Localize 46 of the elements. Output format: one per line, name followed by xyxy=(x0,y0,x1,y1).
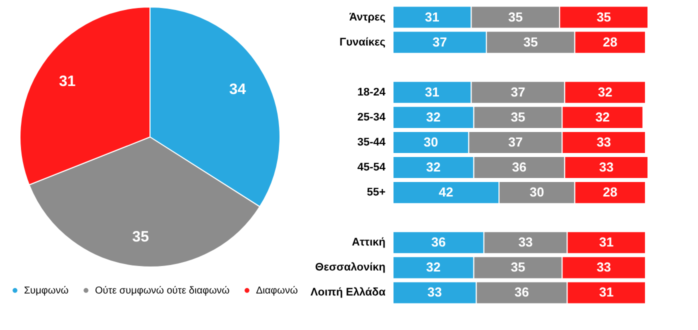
y-tick-label: 55+ xyxy=(366,186,386,199)
data-label: 31 xyxy=(58,72,76,90)
data-label: 36 xyxy=(514,284,529,300)
data-label: 33 xyxy=(518,234,533,250)
y-tick-label: 18-24 xyxy=(357,86,386,98)
data-label: 32 xyxy=(598,84,612,100)
data-label: 28 xyxy=(602,34,618,50)
data-label: 33 xyxy=(427,284,442,300)
data-label: 31 xyxy=(599,234,614,250)
data-label: 37 xyxy=(432,34,447,50)
data-label: 30 xyxy=(424,134,438,150)
data-label: 32 xyxy=(595,109,610,124)
data-label: 37 xyxy=(510,84,526,100)
data-label: 33 xyxy=(596,134,612,150)
data-label: 35 xyxy=(523,34,538,50)
data-label: 33 xyxy=(596,260,612,275)
data-label: 35 xyxy=(510,109,526,124)
y-tick-label: Άντρες xyxy=(349,11,386,24)
data-label: 35 xyxy=(596,9,612,24)
data-label: 32 xyxy=(426,260,441,275)
data-label: 30 xyxy=(530,184,544,200)
y-tick-label: 25-34 xyxy=(357,111,386,124)
data-label: 35 xyxy=(510,260,526,275)
legend-label: Διαφωνώ xyxy=(256,285,298,296)
data-label: 35 xyxy=(132,228,149,246)
legend-label: Συμφωνώ xyxy=(24,285,69,296)
data-label: 31 xyxy=(599,284,614,300)
data-label: 32 xyxy=(426,160,441,175)
data-label: 36 xyxy=(431,234,446,250)
y-tick-label: Θεσσαλονίκη xyxy=(315,262,386,274)
data-label: 33 xyxy=(599,160,614,175)
data-label: 35 xyxy=(508,9,523,24)
y-tick-label: 45-54 xyxy=(357,162,386,174)
data-label: 36 xyxy=(512,160,526,175)
data-label: 31 xyxy=(424,9,440,24)
y-tick-label: Γυναίκες xyxy=(339,36,386,48)
data-label: 37 xyxy=(508,134,523,150)
y-tick-label: Αττική xyxy=(352,236,386,249)
data-label: 42 xyxy=(438,184,454,200)
y-tick-label: Λοιπή Ελλάδα xyxy=(310,286,386,299)
data-label: 34 xyxy=(229,80,247,98)
y-tick-label: 35-44 xyxy=(357,136,386,148)
legend-label: Ούτε συμφωνώ ούτε διαφωνώ xyxy=(95,285,230,296)
data-label: 31 xyxy=(424,84,440,100)
data-label: 32 xyxy=(426,109,441,124)
data-label: 28 xyxy=(602,184,618,200)
